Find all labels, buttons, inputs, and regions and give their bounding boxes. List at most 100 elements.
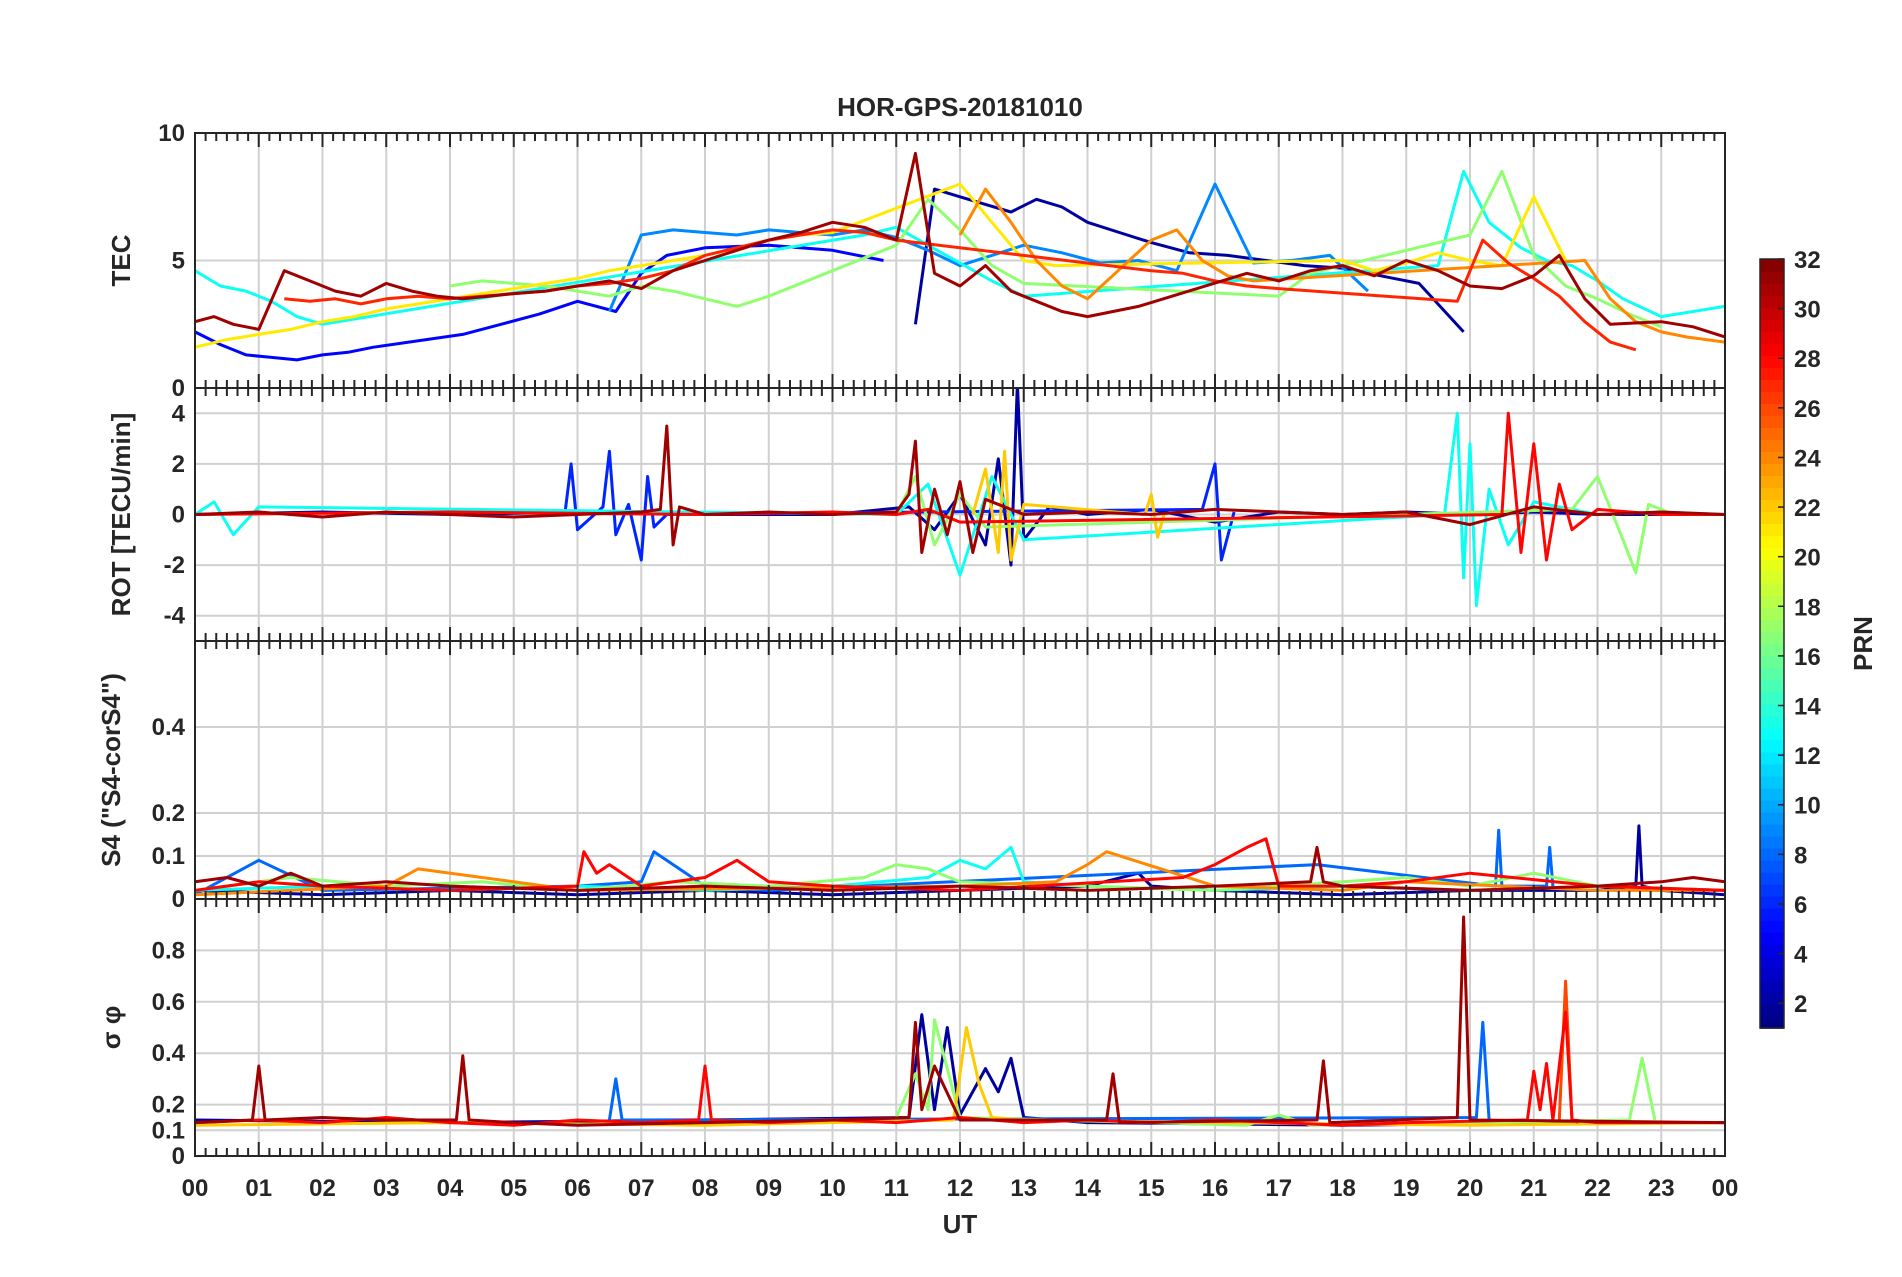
colorbar-step: [1760, 331, 1784, 344]
x-tick-label: 15: [1138, 1175, 1165, 1202]
colorbar-step: [1760, 367, 1784, 380]
y-tick-label: -4: [164, 603, 186, 630]
colorbar-step: [1760, 559, 1784, 573]
colorbar-step: [1760, 955, 1784, 969]
chart-title: HOR-GPS-20181010: [837, 92, 1083, 122]
colorbar-step: [1760, 943, 1784, 957]
colorbar-step: [1760, 415, 1784, 429]
x-tick-label: 16: [1202, 1175, 1229, 1202]
colorbar-step: [1760, 859, 1784, 873]
colorbar-step: [1760, 655, 1784, 669]
x-tick-label: 09: [755, 1175, 782, 1202]
colorbar-step: [1760, 643, 1784, 657]
x-tick-label: 07: [628, 1175, 655, 1202]
y-tick-label: 0.2: [152, 800, 185, 827]
colorbar-step: [1760, 319, 1784, 332]
series-group: [195, 388, 1725, 608]
colorbar-step: [1760, 811, 1784, 825]
colorbar-step: [1760, 739, 1784, 753]
series-line-prn-22: [971, 449, 1166, 562]
colorbar-step: [1760, 451, 1784, 465]
colorbar-step: [1760, 271, 1784, 284]
x-tick-label: 22: [1584, 1175, 1611, 1202]
colorbar-step: [1760, 835, 1784, 849]
series-line-prn-6: [563, 449, 1236, 562]
colorbar-tick-label: 16: [1794, 644, 1821, 671]
panel-2: -4 -2 0 2 4 ROT [TECU/min]: [106, 387, 1726, 642]
series-line-prn-5: [195, 243, 884, 362]
colorbar-step: [1760, 703, 1784, 717]
colorbar-step: [1760, 823, 1784, 837]
colorbar-tick-label: 2: [1794, 991, 1807, 1018]
x-tick-label: 17: [1265, 1175, 1292, 1202]
colorbar-step: [1760, 571, 1784, 585]
x-tick-label: 00: [1712, 1175, 1739, 1202]
y-axis-label: TEC: [106, 234, 136, 286]
panel-4: 00.10.2 0.4 0.6 0.8 σ φ: [96, 898, 1726, 1170]
colorbar-step: [1760, 475, 1784, 489]
x-tick-label: 20: [1457, 1175, 1484, 1202]
x-tick-label: 21: [1520, 1175, 1547, 1202]
y-tick-label: 2: [172, 451, 185, 478]
colorbar-step: [1760, 595, 1784, 609]
colorbar-step: [1760, 607, 1784, 621]
colorbar-tick-label: 24: [1794, 445, 1821, 472]
colorbar-step: [1760, 439, 1784, 453]
y-tick-label: 0: [172, 502, 185, 529]
x-tick-label: 05: [500, 1175, 527, 1202]
panel-3: 0 0.1 0.2 0.4 S4 ("S4-corS4"): [96, 640, 1726, 913]
x-tick-label: 11: [884, 1175, 909, 1202]
x-tick-label: 14: [1074, 1175, 1101, 1202]
y-tick-label: 0.4: [152, 1040, 186, 1067]
x-tick-label: 18: [1329, 1175, 1356, 1202]
colorbar-step: [1760, 391, 1784, 404]
x-tick-label: 23: [1648, 1175, 1675, 1202]
series-group: [195, 151, 1725, 362]
y-tick-label: 5: [172, 248, 185, 275]
colorbar-tick-label: 32: [1794, 247, 1821, 274]
colorbar-tick-label: 10: [1794, 793, 1821, 820]
colorbar-tick-label: 30: [1794, 297, 1821, 324]
colorbar-step: [1760, 895, 1784, 909]
colorbar-step: [1760, 547, 1784, 561]
y-tick-label: 0.4: [152, 714, 186, 741]
colorbar-step: [1760, 763, 1784, 777]
series-line-prn-17: [449, 169, 1662, 329]
colorbar-step: [1760, 295, 1784, 308]
x-tick-label: 00: [182, 1175, 209, 1202]
series-group: [195, 915, 1725, 1127]
panel-1: 0 5 10 TEC: [106, 120, 1726, 402]
colorbar-step: [1760, 715, 1784, 729]
colorbar-step: [1760, 499, 1784, 513]
x-tick-label: 10: [819, 1175, 846, 1202]
colorbar-step: [1760, 511, 1784, 525]
colorbar-step: [1760, 283, 1784, 296]
colorbar-tick-label: 26: [1794, 396, 1821, 423]
colorbar-step: [1760, 799, 1784, 813]
colorbar-step: [1760, 427, 1784, 441]
x-tick-label: 19: [1393, 1175, 1420, 1202]
colorbar-step: [1760, 967, 1784, 981]
y-tick-label: -2: [164, 552, 185, 579]
y-tick-label: 0: [172, 375, 185, 402]
series-line-prn-21: [195, 182, 1567, 349]
y-tick-label: 0: [172, 1143, 185, 1170]
colorbar-step: [1760, 583, 1784, 597]
colorbar-step: [1760, 355, 1784, 368]
y-tick-label: 0: [172, 886, 185, 913]
y-axis-label: ROT [TECU/min]: [106, 413, 136, 617]
colorbar-step: [1760, 307, 1784, 320]
colorbar-step: [1760, 871, 1784, 885]
colorbar-step: [1760, 619, 1784, 633]
y-tick-label: 0.1: [152, 843, 185, 870]
colorbar-step: [1760, 847, 1784, 861]
y-tick-label: 4: [172, 400, 186, 427]
colorbar-tick-label: 18: [1794, 594, 1821, 621]
colorbar-step: [1760, 379, 1784, 392]
y-axis-label: S4 ("S4-corS4"): [96, 673, 126, 867]
x-axis: 00 01 02 03 04 05 06 07 08 09 10 11 12 13 14 15 16 17 18 19…: [182, 1175, 1739, 1202]
y-tick-label: 0.8: [152, 937, 185, 964]
